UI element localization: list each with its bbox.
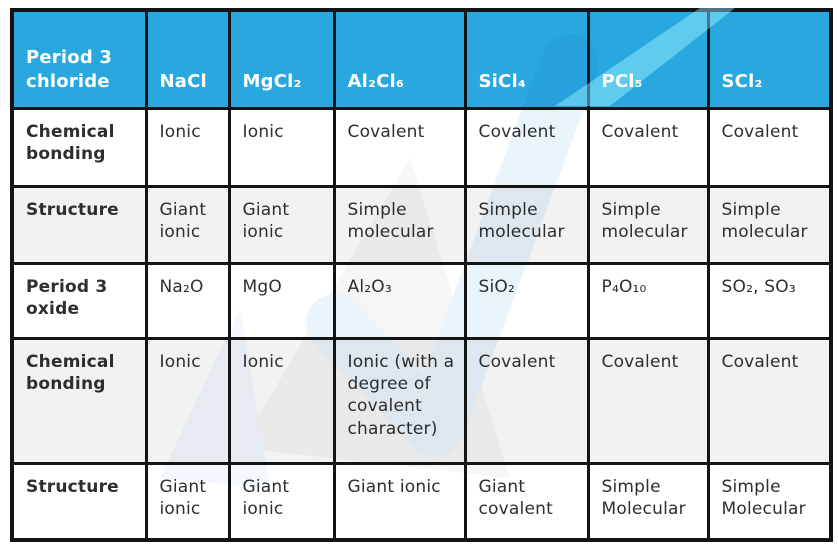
table-cell: Covalent [706, 106, 833, 188]
table-cell: Ionic [144, 106, 231, 188]
table-cell: SiO₂ [463, 261, 590, 340]
table-cell: Simple Molecular [586, 461, 710, 542]
table-cell: Simple molecular [463, 184, 590, 265]
row-label-structure: Structure [10, 184, 148, 265]
row-label-chemical-bonding: Chemical bonding [10, 336, 148, 465]
row-label-structure: Structure [10, 461, 148, 542]
table-cell: Ionic [144, 336, 231, 465]
column-header-pcl5: PCl₅ [586, 8, 710, 110]
table-cell: Giant ionic [144, 184, 231, 265]
table-cell: P₄O₁₀ [586, 261, 710, 340]
table-cell: Covalent [332, 106, 467, 188]
table-cell: Al₂O₃ [332, 261, 467, 340]
table-cell: Giant ionic [332, 461, 467, 542]
table-cell: Simple molecular [586, 184, 710, 265]
row-label-chemical-bonding: Chemical bonding [10, 106, 148, 188]
table-cell: Giant ionic [227, 184, 336, 265]
column-header-mgcl2: MgCl₂ [227, 8, 336, 110]
column-header-nacl: NaCl [144, 8, 231, 110]
table-cell: Giant ionic [227, 461, 336, 542]
header-row: Period 3 chloride NaCl MgCl₂ Al₂Cl₆ SiCl… [10, 8, 833, 110]
table-row-period3-oxide: Period 3 oxide Na₂O MgO Al₂O₃ SiO₂ P₄O₁₀… [10, 261, 833, 340]
table-cell: Covalent [706, 336, 833, 465]
table-cell: Ionic [227, 336, 336, 465]
table-cell: Simple molecular [332, 184, 467, 265]
table-cell: Covalent [463, 336, 590, 465]
table-row-chloride-structure: Structure Giant ionic Giant ionic Simple… [10, 184, 833, 265]
column-header-sicl4: SiCl₄ [463, 8, 590, 110]
table-cell: Giant covalent [463, 461, 590, 542]
column-header-scl2: SCl₂ [706, 8, 833, 110]
table-cell: Giant ionic [144, 461, 231, 542]
table-cell: Na₂O [144, 261, 231, 340]
column-header-al2cl6: Al₂Cl₆ [332, 8, 467, 110]
table-cell: Ionic [227, 106, 336, 188]
table-cell: Ionic (with a degree of covalent charact… [332, 336, 467, 465]
table-row-oxide-structure: Structure Giant ionic Giant ionic Giant … [10, 461, 833, 542]
table-cell: Covalent [586, 336, 710, 465]
table-cell: Covalent [463, 106, 590, 188]
corner-header-period3-chloride: Period 3 chloride [10, 8, 148, 110]
row-label-period3-oxide: Period 3 oxide [10, 261, 148, 340]
period3-compounds-table: Period 3 chloride NaCl MgCl₂ Al₂Cl₆ SiCl… [10, 8, 833, 542]
table-cell: SO₂, SO₃ [706, 261, 833, 340]
table-cell: Covalent [586, 106, 710, 188]
table-row-oxide-bonding: Chemical bonding Ionic Ionic Ionic (with… [10, 336, 833, 465]
table-row-chloride-bonding: Chemical bonding Ionic Ionic Covalent Co… [10, 106, 833, 188]
table-cell: MgO [227, 261, 336, 340]
table-cell: Simple molecular [706, 184, 833, 265]
table-cell: Simple Molecular [706, 461, 833, 542]
